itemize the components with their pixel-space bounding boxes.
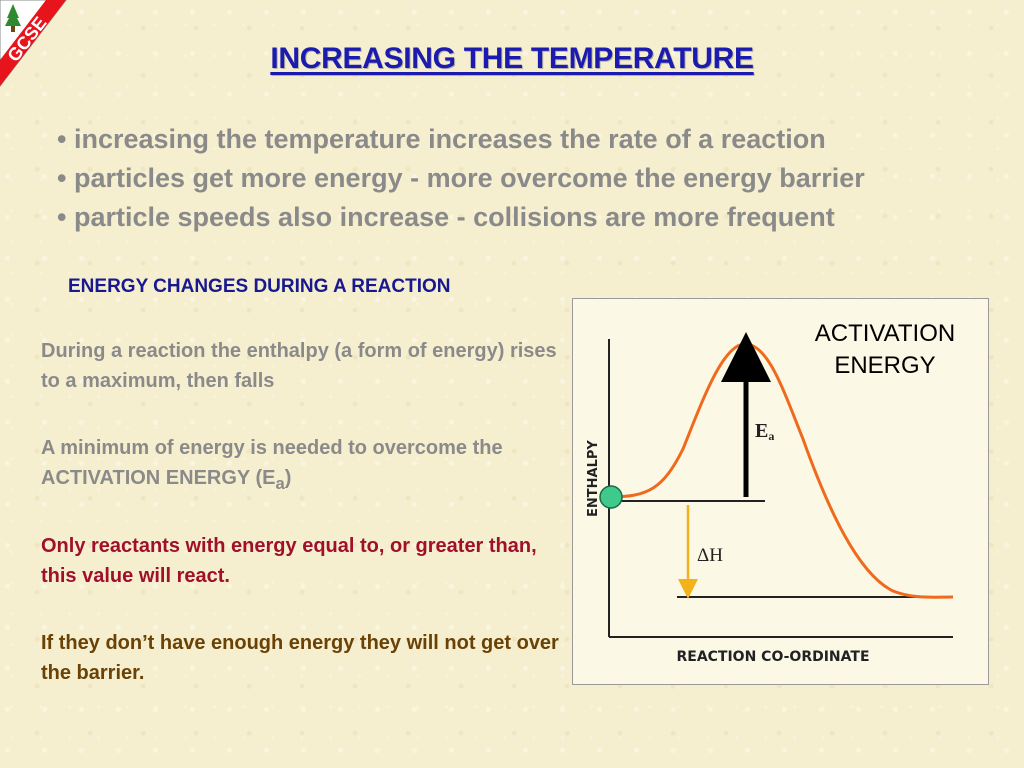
activation-label-line1: ACTIVATION <box>815 320 955 347</box>
energy-diagram: ACTIVATION ENERGY ENTHALPY REACTION CO-O… <box>572 298 989 685</box>
enthalpy-curve <box>608 342 954 599</box>
x-axis-label: REACTION CO-ORDINATE <box>676 649 869 665</box>
page-title: INCREASING THE TEMPERATURE <box>270 42 754 75</box>
tree-icon <box>5 4 21 32</box>
ea-symbol: Ea <box>755 420 774 443</box>
bullet-item: • particles get more energy - more overc… <box>57 163 865 193</box>
gcse-badge: GCSE <box>0 0 67 87</box>
bullet-item: • particle speeds also increase - collis… <box>57 202 835 232</box>
bullet-item: • increasing the temperature increases t… <box>57 124 826 154</box>
activation-label-line2: ENERGY <box>834 352 935 379</box>
p2-subscript: a <box>275 474 285 493</box>
activation-energy-paragraph: A minimum of energy is needed to overcom… <box>41 433 561 499</box>
enthalpy-paragraph: During a reaction the enthalpy (a form o… <box>41 340 557 392</box>
barrier-paragraph: If they don’t have enough energy they wi… <box>41 632 559 684</box>
bullet-list: • increasing the temperature increases t… <box>57 120 865 237</box>
y-axis-label: ENTHALPY <box>586 440 601 517</box>
section-subheading: ENERGY CHANGES DURING A REACTION <box>68 276 451 297</box>
delta-h-label: ΔH <box>697 545 723 566</box>
p2-text: A minimum of energy is needed to overcom… <box>41 437 503 489</box>
particle-icon <box>599 485 623 509</box>
p2-close: ) <box>284 467 292 489</box>
react-condition-paragraph: Only reactants with energy equal to, or … <box>41 535 537 587</box>
